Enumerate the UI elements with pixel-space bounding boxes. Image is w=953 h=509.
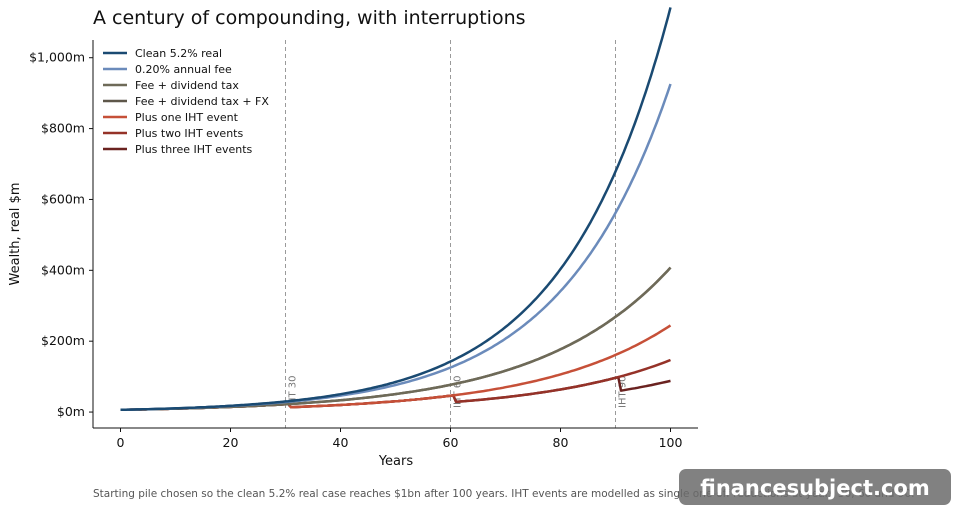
legend-label-3: Fee + dividend tax + FX xyxy=(135,95,269,108)
series-line-3 xyxy=(120,266,672,412)
legend: Clean 5.2% real 0.20% annual fee Fee + div… xyxy=(103,47,269,156)
x-tick-label-2: 40 xyxy=(333,435,349,450)
legend-label-4: Plus one IHT event xyxy=(135,111,239,124)
y-tick-label-1: $200m xyxy=(41,333,85,348)
event-marker-label-2: IHT 90 xyxy=(618,376,629,408)
event-marker-label-1: IHT 60 xyxy=(453,376,464,408)
y-tick-label-4: $800m xyxy=(41,121,85,136)
y-tick-label-3: $600m xyxy=(41,191,85,206)
x-axis-label: Years xyxy=(378,454,414,469)
chart-title: A century of compounding, with interrupt… xyxy=(93,7,526,29)
x-tick-label-1: 20 xyxy=(223,435,239,450)
watermark-background xyxy=(679,469,951,505)
x-tick-label-4: 80 xyxy=(553,435,569,450)
y-tick-label-0: $0m xyxy=(57,404,85,419)
y-axis-label: Wealth, real $m xyxy=(8,183,23,286)
y-tick-label-5: $1,000m xyxy=(29,50,85,65)
x-tick-label-5: 100 xyxy=(659,435,683,450)
legend-label-6: Plus three IHT events xyxy=(135,143,253,156)
plot-area: IHT 30 IHT 60 IHT 90 xyxy=(120,7,672,428)
event-marker-label-0: IHT 30 xyxy=(288,376,299,408)
series-line-4 xyxy=(120,324,672,412)
legend-label-2: Fee + dividend tax xyxy=(135,79,239,92)
x-tick-label-0: 0 xyxy=(117,435,125,450)
x-tick-label-3: 60 xyxy=(443,435,459,450)
legend-label-5: Plus two IHT events xyxy=(135,127,243,140)
legend-label-1: 0.20% annual fee xyxy=(135,63,232,76)
legend-label-0: Clean 5.2% real xyxy=(135,47,222,60)
watermark: financesubject.com xyxy=(679,469,951,505)
series-line-2 xyxy=(120,266,672,412)
y-tick-label-2: $400m xyxy=(41,262,85,277)
axes: 0 20 40 60 80 100 $0m $200m $400m $600m $800m $1,00… xyxy=(29,40,698,450)
watermark-text: financesubject.com xyxy=(700,476,929,500)
series-line-0 xyxy=(120,7,672,412)
